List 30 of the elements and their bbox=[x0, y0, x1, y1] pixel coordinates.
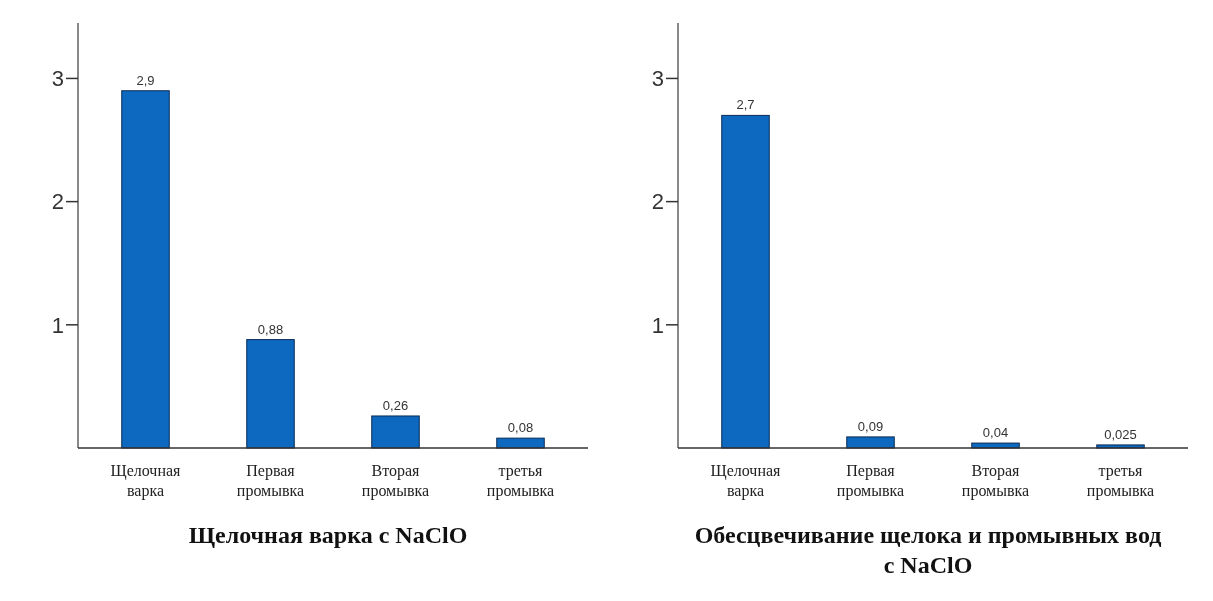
y-tick-label: 2 bbox=[651, 189, 664, 215]
data-label: 0,88 bbox=[257, 321, 284, 337]
x-tick-label: Вторая промывка bbox=[961, 462, 1030, 500]
data-label: 2,9 bbox=[136, 72, 155, 88]
bar bbox=[846, 436, 895, 449]
bar bbox=[496, 437, 545, 449]
data-label: 0,08 bbox=[507, 420, 534, 436]
data-label: 0,04 bbox=[982, 425, 1009, 441]
data-label: 0,025 bbox=[1104, 426, 1137, 442]
x-tick-label: Вторая промывка bbox=[361, 462, 430, 500]
x-tick-label: Первая промывка bbox=[836, 462, 905, 500]
text: Щелочная варка с NaClO bbox=[188, 522, 468, 548]
data-label: 2,7 bbox=[736, 97, 755, 113]
bar bbox=[246, 339, 295, 449]
y-tick-label: 3 bbox=[651, 66, 664, 92]
y-tick-label: 3 bbox=[51, 66, 64, 92]
x-tick-label: Щелочная варка bbox=[710, 462, 782, 500]
x-tick-label: Щелочная варка bbox=[110, 462, 182, 500]
bar bbox=[721, 114, 770, 449]
data-label: 0,09 bbox=[857, 418, 884, 434]
x-tick-label: третья промывка bbox=[1086, 462, 1155, 500]
x-tick-label: Первая промывка bbox=[236, 462, 305, 500]
bar bbox=[121, 90, 170, 449]
bar bbox=[371, 415, 420, 449]
y-tick-label: 1 bbox=[651, 312, 664, 338]
x-tick-label: третья промывка bbox=[486, 462, 555, 500]
text: Обесцвечивание щелока и промывных вод с NaClO bbox=[694, 522, 1162, 578]
y-tick-label: 1 bbox=[51, 312, 64, 338]
data-label: 0,26 bbox=[382, 397, 409, 413]
y-tick-label: 2 bbox=[51, 189, 64, 215]
